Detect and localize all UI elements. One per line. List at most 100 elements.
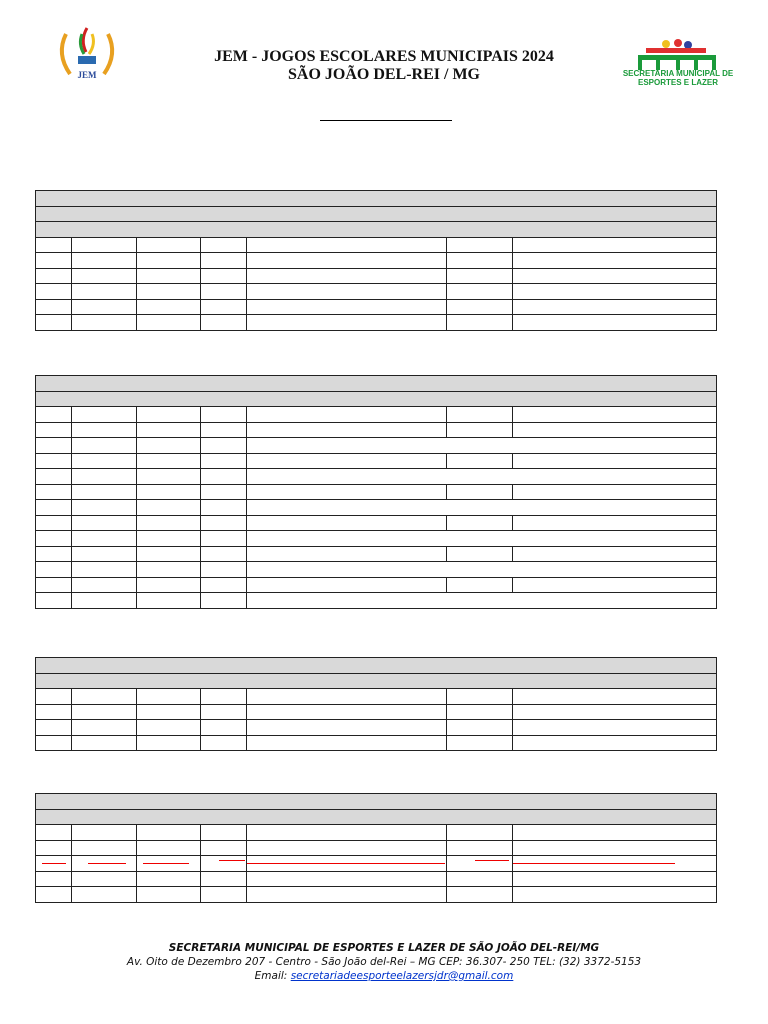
table-cell[interactable] bbox=[511, 886, 718, 903]
table-cell[interactable] bbox=[136, 688, 201, 705]
table-cell[interactable] bbox=[446, 688, 513, 705]
table-cell[interactable] bbox=[446, 855, 513, 872]
table-cell[interactable] bbox=[511, 298, 718, 315]
table-cell[interactable] bbox=[511, 839, 718, 856]
table-cell[interactable] bbox=[35, 252, 72, 269]
table-cell[interactable] bbox=[136, 734, 201, 751]
table-cell[interactable] bbox=[446, 406, 513, 423]
table-cell[interactable] bbox=[136, 267, 201, 284]
table-cell[interactable] bbox=[35, 561, 72, 578]
table-cell[interactable] bbox=[71, 561, 137, 578]
table-cell[interactable] bbox=[71, 267, 137, 284]
table-cell[interactable] bbox=[35, 576, 72, 593]
table-cell[interactable] bbox=[246, 283, 447, 300]
table-cell[interactable] bbox=[200, 437, 247, 454]
table-cell[interactable] bbox=[446, 267, 513, 284]
table-cell[interactable] bbox=[71, 824, 137, 841]
table-cell[interactable] bbox=[246, 734, 447, 751]
table-cell[interactable] bbox=[446, 719, 513, 736]
table-cell[interactable] bbox=[446, 824, 513, 841]
table-cell[interactable] bbox=[136, 719, 201, 736]
table-cell[interactable] bbox=[246, 252, 447, 269]
table-cell[interactable] bbox=[245, 561, 718, 578]
table-cell[interactable] bbox=[511, 855, 718, 872]
table-cell[interactable] bbox=[71, 734, 137, 751]
header-cell[interactable] bbox=[34, 390, 718, 407]
header-cell[interactable] bbox=[34, 375, 718, 392]
table-cell[interactable] bbox=[200, 703, 247, 720]
table-cell[interactable] bbox=[71, 592, 137, 609]
table-cell[interactable] bbox=[246, 545, 447, 562]
table-cell[interactable] bbox=[200, 298, 247, 315]
table-cell[interactable] bbox=[200, 283, 247, 300]
table-cell[interactable] bbox=[200, 561, 247, 578]
table-cell[interactable] bbox=[246, 514, 447, 531]
table-cell[interactable] bbox=[71, 839, 137, 856]
table-cell[interactable] bbox=[35, 703, 72, 720]
table-cell[interactable] bbox=[35, 839, 72, 856]
table-cell[interactable] bbox=[35, 545, 72, 562]
table-cell[interactable] bbox=[136, 886, 201, 903]
table-cell[interactable] bbox=[200, 839, 247, 856]
table-cell[interactable] bbox=[200, 734, 247, 751]
table-cell[interactable] bbox=[200, 483, 247, 500]
table-cell[interactable] bbox=[136, 252, 201, 269]
table-cell[interactable] bbox=[71, 283, 137, 300]
table-cell[interactable] bbox=[136, 592, 201, 609]
table-cell[interactable] bbox=[35, 592, 72, 609]
table-cell[interactable] bbox=[246, 267, 447, 284]
table-cell[interactable] bbox=[200, 421, 247, 438]
table-cell[interactable] bbox=[511, 545, 718, 562]
table-cell[interactable] bbox=[71, 530, 137, 547]
table-cell[interactable] bbox=[200, 870, 247, 887]
table-cell[interactable] bbox=[446, 703, 513, 720]
table-cell[interactable] bbox=[35, 421, 72, 438]
table-cell[interactable] bbox=[511, 514, 718, 531]
table-cell[interactable] bbox=[35, 514, 72, 531]
table-cell[interactable] bbox=[511, 576, 718, 593]
table-cell[interactable] bbox=[446, 283, 513, 300]
table-cell[interactable] bbox=[136, 421, 201, 438]
table-cell[interactable] bbox=[246, 298, 447, 315]
table-cell[interactable] bbox=[200, 545, 247, 562]
table-cell[interactable] bbox=[71, 452, 137, 469]
table-cell[interactable] bbox=[511, 734, 718, 751]
table-cell[interactable] bbox=[71, 437, 137, 454]
table-cell[interactable] bbox=[246, 703, 447, 720]
table-cell[interactable] bbox=[136, 452, 201, 469]
table-cell[interactable] bbox=[511, 252, 718, 269]
table-cell[interactable] bbox=[200, 576, 247, 593]
table-cell[interactable] bbox=[136, 824, 201, 841]
table-cell[interactable] bbox=[136, 283, 201, 300]
table-cell[interactable] bbox=[71, 886, 137, 903]
table-cell[interactable] bbox=[245, 468, 718, 485]
table-cell[interactable] bbox=[200, 452, 247, 469]
table-cell[interactable] bbox=[511, 314, 718, 331]
table-cell[interactable] bbox=[35, 236, 72, 253]
table-cell[interactable] bbox=[35, 468, 72, 485]
table-cell[interactable] bbox=[71, 468, 137, 485]
table-cell[interactable] bbox=[35, 452, 72, 469]
header-cell[interactable] bbox=[34, 808, 718, 825]
table-cell[interactable] bbox=[71, 514, 137, 531]
table-cell[interactable] bbox=[200, 592, 247, 609]
table-cell[interactable] bbox=[511, 452, 718, 469]
table-cell[interactable] bbox=[136, 561, 201, 578]
table-cell[interactable] bbox=[200, 252, 247, 269]
table-cell[interactable] bbox=[245, 437, 718, 454]
table-cell[interactable] bbox=[35, 688, 72, 705]
table-cell[interactable] bbox=[246, 406, 447, 423]
header-cell[interactable] bbox=[34, 221, 718, 238]
table-cell[interactable] bbox=[35, 855, 72, 872]
table-cell[interactable] bbox=[446, 483, 513, 500]
table-cell[interactable] bbox=[245, 530, 718, 547]
table-cell[interactable] bbox=[71, 252, 137, 269]
table-cell[interactable] bbox=[136, 298, 201, 315]
table-cell[interactable] bbox=[511, 421, 718, 438]
table-cell[interactable] bbox=[246, 483, 447, 500]
table-cell[interactable] bbox=[511, 703, 718, 720]
table-cell[interactable] bbox=[35, 886, 72, 903]
table-cell[interactable] bbox=[136, 839, 201, 856]
table-cell[interactable] bbox=[245, 499, 718, 516]
table-cell[interactable] bbox=[446, 452, 513, 469]
